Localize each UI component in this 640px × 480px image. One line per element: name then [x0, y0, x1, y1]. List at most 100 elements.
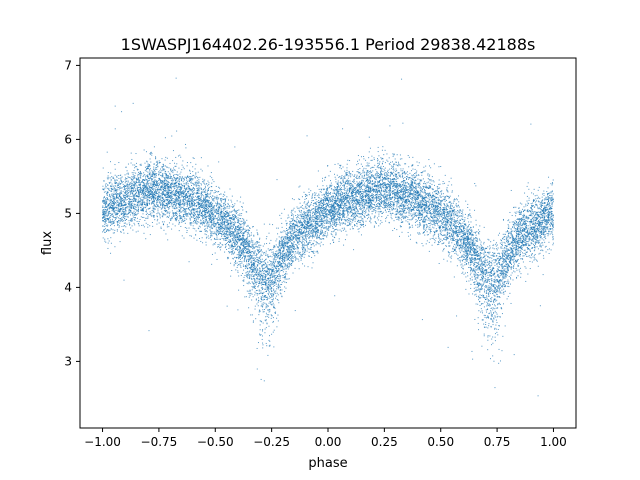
scatter-point — [547, 222, 549, 224]
scatter-point — [548, 230, 550, 232]
scatter-point — [262, 342, 264, 344]
scatter-point — [503, 272, 505, 274]
scatter-point — [165, 211, 167, 213]
scatter-point — [171, 195, 173, 197]
scatter-point — [432, 221, 434, 223]
scatter-point — [128, 189, 130, 191]
scatter-point — [186, 203, 188, 205]
scatter-point — [465, 250, 467, 252]
scatter-point — [161, 182, 163, 184]
scatter-point — [524, 253, 526, 255]
scatter-point — [270, 292, 272, 294]
scatter-point — [375, 212, 377, 214]
scatter-point — [132, 207, 134, 209]
scatter-point — [196, 213, 198, 215]
scatter-point — [398, 197, 400, 199]
scatter-point — [220, 213, 222, 215]
scatter-point — [299, 238, 301, 240]
scatter-point — [156, 189, 158, 191]
scatter-point — [114, 168, 116, 170]
scatter-point — [540, 244, 542, 246]
scatter-point — [338, 211, 340, 213]
scatter-point — [442, 193, 444, 195]
scatter-point — [464, 272, 466, 274]
scatter-point — [547, 226, 549, 228]
scatter-point — [226, 219, 228, 221]
scatter-point — [132, 229, 134, 231]
scatter-point — [296, 239, 298, 241]
scatter-point — [543, 257, 545, 259]
scatter-point — [432, 199, 434, 201]
scatter-point — [542, 213, 543, 215]
scatter-point — [133, 210, 135, 212]
scatter-point — [522, 244, 524, 246]
scatter-point — [465, 236, 467, 238]
scatter-point — [291, 210, 293, 212]
scatter-point — [316, 233, 318, 235]
scatter-point — [295, 215, 297, 217]
scatter-point — [305, 194, 307, 196]
scatter-point — [305, 239, 307, 241]
scatter-point — [460, 256, 462, 258]
scatter-point — [125, 196, 127, 198]
scatter-point — [347, 217, 349, 219]
scatter-point — [542, 209, 544, 211]
scatter-point — [188, 198, 190, 200]
scatter-point — [468, 250, 470, 252]
scatter-point — [134, 199, 136, 201]
scatter-point — [354, 205, 356, 207]
scatter-point — [544, 206, 546, 208]
scatter-point — [176, 181, 178, 183]
scatter-point — [421, 196, 423, 198]
scatter-point — [218, 222, 220, 224]
scatter-point — [397, 161, 399, 163]
scatter-point — [170, 186, 172, 188]
scatter-point — [110, 199, 112, 201]
scatter-point — [527, 238, 529, 240]
scatter-point — [527, 229, 529, 231]
scatter-point — [484, 258, 486, 260]
scatter-point — [494, 261, 496, 263]
scatter-point — [492, 254, 494, 256]
scatter-point — [495, 289, 497, 291]
scatter-point — [210, 192, 212, 194]
scatter-point — [358, 205, 360, 207]
scatter-point — [273, 281, 275, 283]
scatter-point — [192, 157, 194, 159]
scatter-point — [504, 252, 506, 254]
scatter-point — [228, 252, 230, 254]
scatter-point — [240, 223, 242, 225]
scatter-point — [132, 102, 134, 104]
scatter-point — [423, 224, 425, 226]
scatter-point — [190, 235, 192, 237]
scatter-point — [281, 243, 283, 245]
scatter-point — [208, 193, 210, 195]
scatter-point — [341, 196, 343, 198]
scatter-point — [402, 183, 404, 185]
scatter-point — [320, 241, 322, 243]
scatter-point — [270, 303, 272, 305]
scatter-point — [151, 152, 153, 154]
scatter-point — [385, 185, 387, 187]
scatter-point — [160, 171, 162, 173]
scatter-point — [300, 259, 302, 261]
scatter-point — [164, 185, 166, 187]
scatter-point — [360, 213, 362, 215]
scatter-point — [338, 208, 340, 210]
scatter-point — [229, 188, 231, 190]
scatter-point — [361, 199, 363, 201]
scatter-point — [185, 189, 187, 191]
scatter-point — [385, 194, 387, 196]
scatter-point — [520, 276, 522, 278]
scatter-point — [142, 199, 144, 201]
scatter-point — [359, 196, 361, 198]
scatter-point — [210, 230, 212, 232]
scatter-point — [423, 231, 425, 233]
scatter-point — [305, 212, 307, 214]
scatter-point — [507, 285, 509, 287]
scatter-point — [220, 226, 222, 228]
scatter-point — [407, 155, 409, 157]
scatter-point — [130, 188, 132, 190]
scatter-point — [189, 219, 191, 221]
scatter-point — [344, 176, 346, 178]
